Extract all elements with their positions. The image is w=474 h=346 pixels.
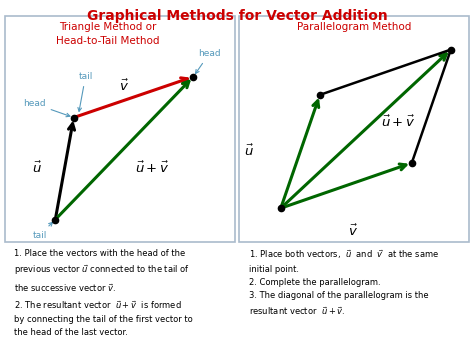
Text: $\vec{u}$: $\vec{u}$ xyxy=(32,161,42,176)
Text: 1. Place both vectors,  $\vec{u}$  and  $\vec{v}$  at the same
initial point.
2.: 1. Place both vectors, $\vec{u}$ and $\v… xyxy=(248,248,438,317)
Text: tail: tail xyxy=(78,72,93,111)
Text: 1. Place the vectors with the head of the
previous vector $\vec{u}$ connected to: 1. Place the vectors with the head of th… xyxy=(14,248,193,337)
Text: Graphical Methods for Vector Addition: Graphical Methods for Vector Addition xyxy=(87,9,387,22)
Text: Triangle Method or
Head-to-Tail Method: Triangle Method or Head-to-Tail Method xyxy=(56,22,160,46)
Text: $\vec{v}$: $\vec{v}$ xyxy=(119,78,129,93)
Text: Parallelogram Method: Parallelogram Method xyxy=(297,22,411,33)
Text: head: head xyxy=(196,49,220,73)
Text: $\vec{u}+\vec{v}$: $\vec{u}+\vec{v}$ xyxy=(381,115,415,130)
Text: $\vec{v}$: $\vec{v}$ xyxy=(348,223,358,238)
Text: $\vec{u}$: $\vec{u}$ xyxy=(244,144,254,159)
Text: $\vec{u}+\vec{v}$: $\vec{u}+\vec{v}$ xyxy=(135,161,169,176)
Text: tail: tail xyxy=(32,222,53,240)
Text: head: head xyxy=(23,99,70,117)
